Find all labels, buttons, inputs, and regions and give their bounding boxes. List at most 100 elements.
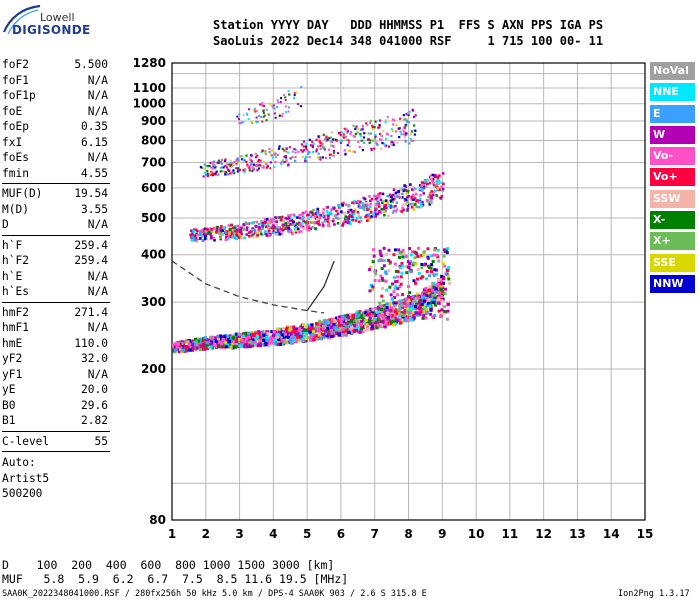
echo-point <box>223 159 227 162</box>
echo-point <box>362 318 366 322</box>
echo-point <box>413 133 416 136</box>
echo-point <box>309 144 312 147</box>
echo-point <box>306 336 310 340</box>
echo-point <box>300 105 303 108</box>
echo-point <box>212 165 215 168</box>
echo-point <box>271 104 274 107</box>
echo-point <box>268 148 271 151</box>
echo-point <box>444 272 448 276</box>
echo-point <box>349 208 353 212</box>
echo-point <box>272 104 275 107</box>
echo-point <box>300 222 304 225</box>
echo-point <box>261 120 264 123</box>
echo-point <box>231 163 235 166</box>
echo-point <box>281 327 285 331</box>
echo-point <box>376 318 380 322</box>
echo-point <box>445 317 449 321</box>
echo-point <box>318 216 322 220</box>
echo-point <box>441 172 445 175</box>
echo-point <box>373 206 377 209</box>
echo-point <box>357 202 361 206</box>
echo-point <box>206 174 209 178</box>
echo-point <box>242 158 245 161</box>
echo-point <box>280 162 283 166</box>
echo-point <box>173 348 178 352</box>
echo-point <box>250 341 254 345</box>
echo-point <box>400 210 404 213</box>
echo-point <box>293 92 296 95</box>
echo-point <box>216 228 219 232</box>
echo-point <box>431 272 435 276</box>
echo-point <box>426 298 430 302</box>
echo-point <box>228 169 231 172</box>
echo-point <box>250 160 253 163</box>
echo-point <box>428 192 432 196</box>
echo-point <box>383 317 387 321</box>
echo-point <box>352 134 355 137</box>
x-tick-label: 13 <box>569 527 586 541</box>
echo-point <box>265 162 268 166</box>
echo-point <box>256 169 259 172</box>
echo-point <box>369 132 372 135</box>
echo-point <box>369 307 373 311</box>
param-row: hmF1 N/A <box>2 320 108 336</box>
echo-point <box>408 142 411 145</box>
echo-point <box>194 228 198 232</box>
param-row: h`Es N/A <box>2 284 108 300</box>
echo-point <box>364 319 368 323</box>
echo-point <box>265 166 268 169</box>
echo-point <box>383 210 386 213</box>
echo-point <box>373 126 376 129</box>
echo-point <box>329 210 333 214</box>
echo-point <box>250 344 254 348</box>
echo-point <box>245 226 249 229</box>
echo-point <box>381 278 385 282</box>
echo-point <box>366 208 369 212</box>
echo-point <box>306 149 309 152</box>
echo-point <box>409 297 414 301</box>
echo-point <box>269 342 273 347</box>
echo-point <box>224 232 228 236</box>
echo-point <box>239 161 242 164</box>
echo-point <box>256 231 259 234</box>
echo-point <box>344 333 348 337</box>
echo-point <box>404 314 408 318</box>
echo-point <box>236 115 239 118</box>
echo-point <box>339 141 343 144</box>
echo-point <box>235 228 239 232</box>
echo-point <box>362 206 366 210</box>
echo-point <box>399 196 403 199</box>
echo-point <box>219 161 222 164</box>
echo-point <box>262 160 266 163</box>
param-value: 271.4 <box>74 305 108 319</box>
echo-point <box>228 163 231 166</box>
echo-point <box>410 250 414 254</box>
echo-point <box>381 299 385 303</box>
echo-point <box>269 226 272 229</box>
echo-point <box>380 134 383 137</box>
echo-point <box>242 169 245 172</box>
echo-point <box>255 335 260 339</box>
echo-point <box>277 336 281 340</box>
echo-point <box>417 294 421 298</box>
echo-point <box>210 227 214 231</box>
echo-point <box>353 135 357 138</box>
echo-point <box>387 258 391 262</box>
param-label: C-level <box>2 434 50 448</box>
echo-point <box>407 311 411 315</box>
echo-point <box>265 119 268 122</box>
echo-point <box>289 228 292 232</box>
echo-point <box>199 166 203 169</box>
echo-point <box>350 330 355 335</box>
echo-point <box>440 185 443 188</box>
echo-point <box>195 346 199 350</box>
echo-point <box>255 121 258 124</box>
echo-point <box>201 166 204 170</box>
echo-point <box>315 322 319 326</box>
echo-point <box>209 228 212 232</box>
echo-point <box>225 345 229 349</box>
echo-point <box>391 322 396 326</box>
echo-point <box>371 285 375 289</box>
echo-point <box>401 192 404 196</box>
echo-point <box>229 235 233 239</box>
